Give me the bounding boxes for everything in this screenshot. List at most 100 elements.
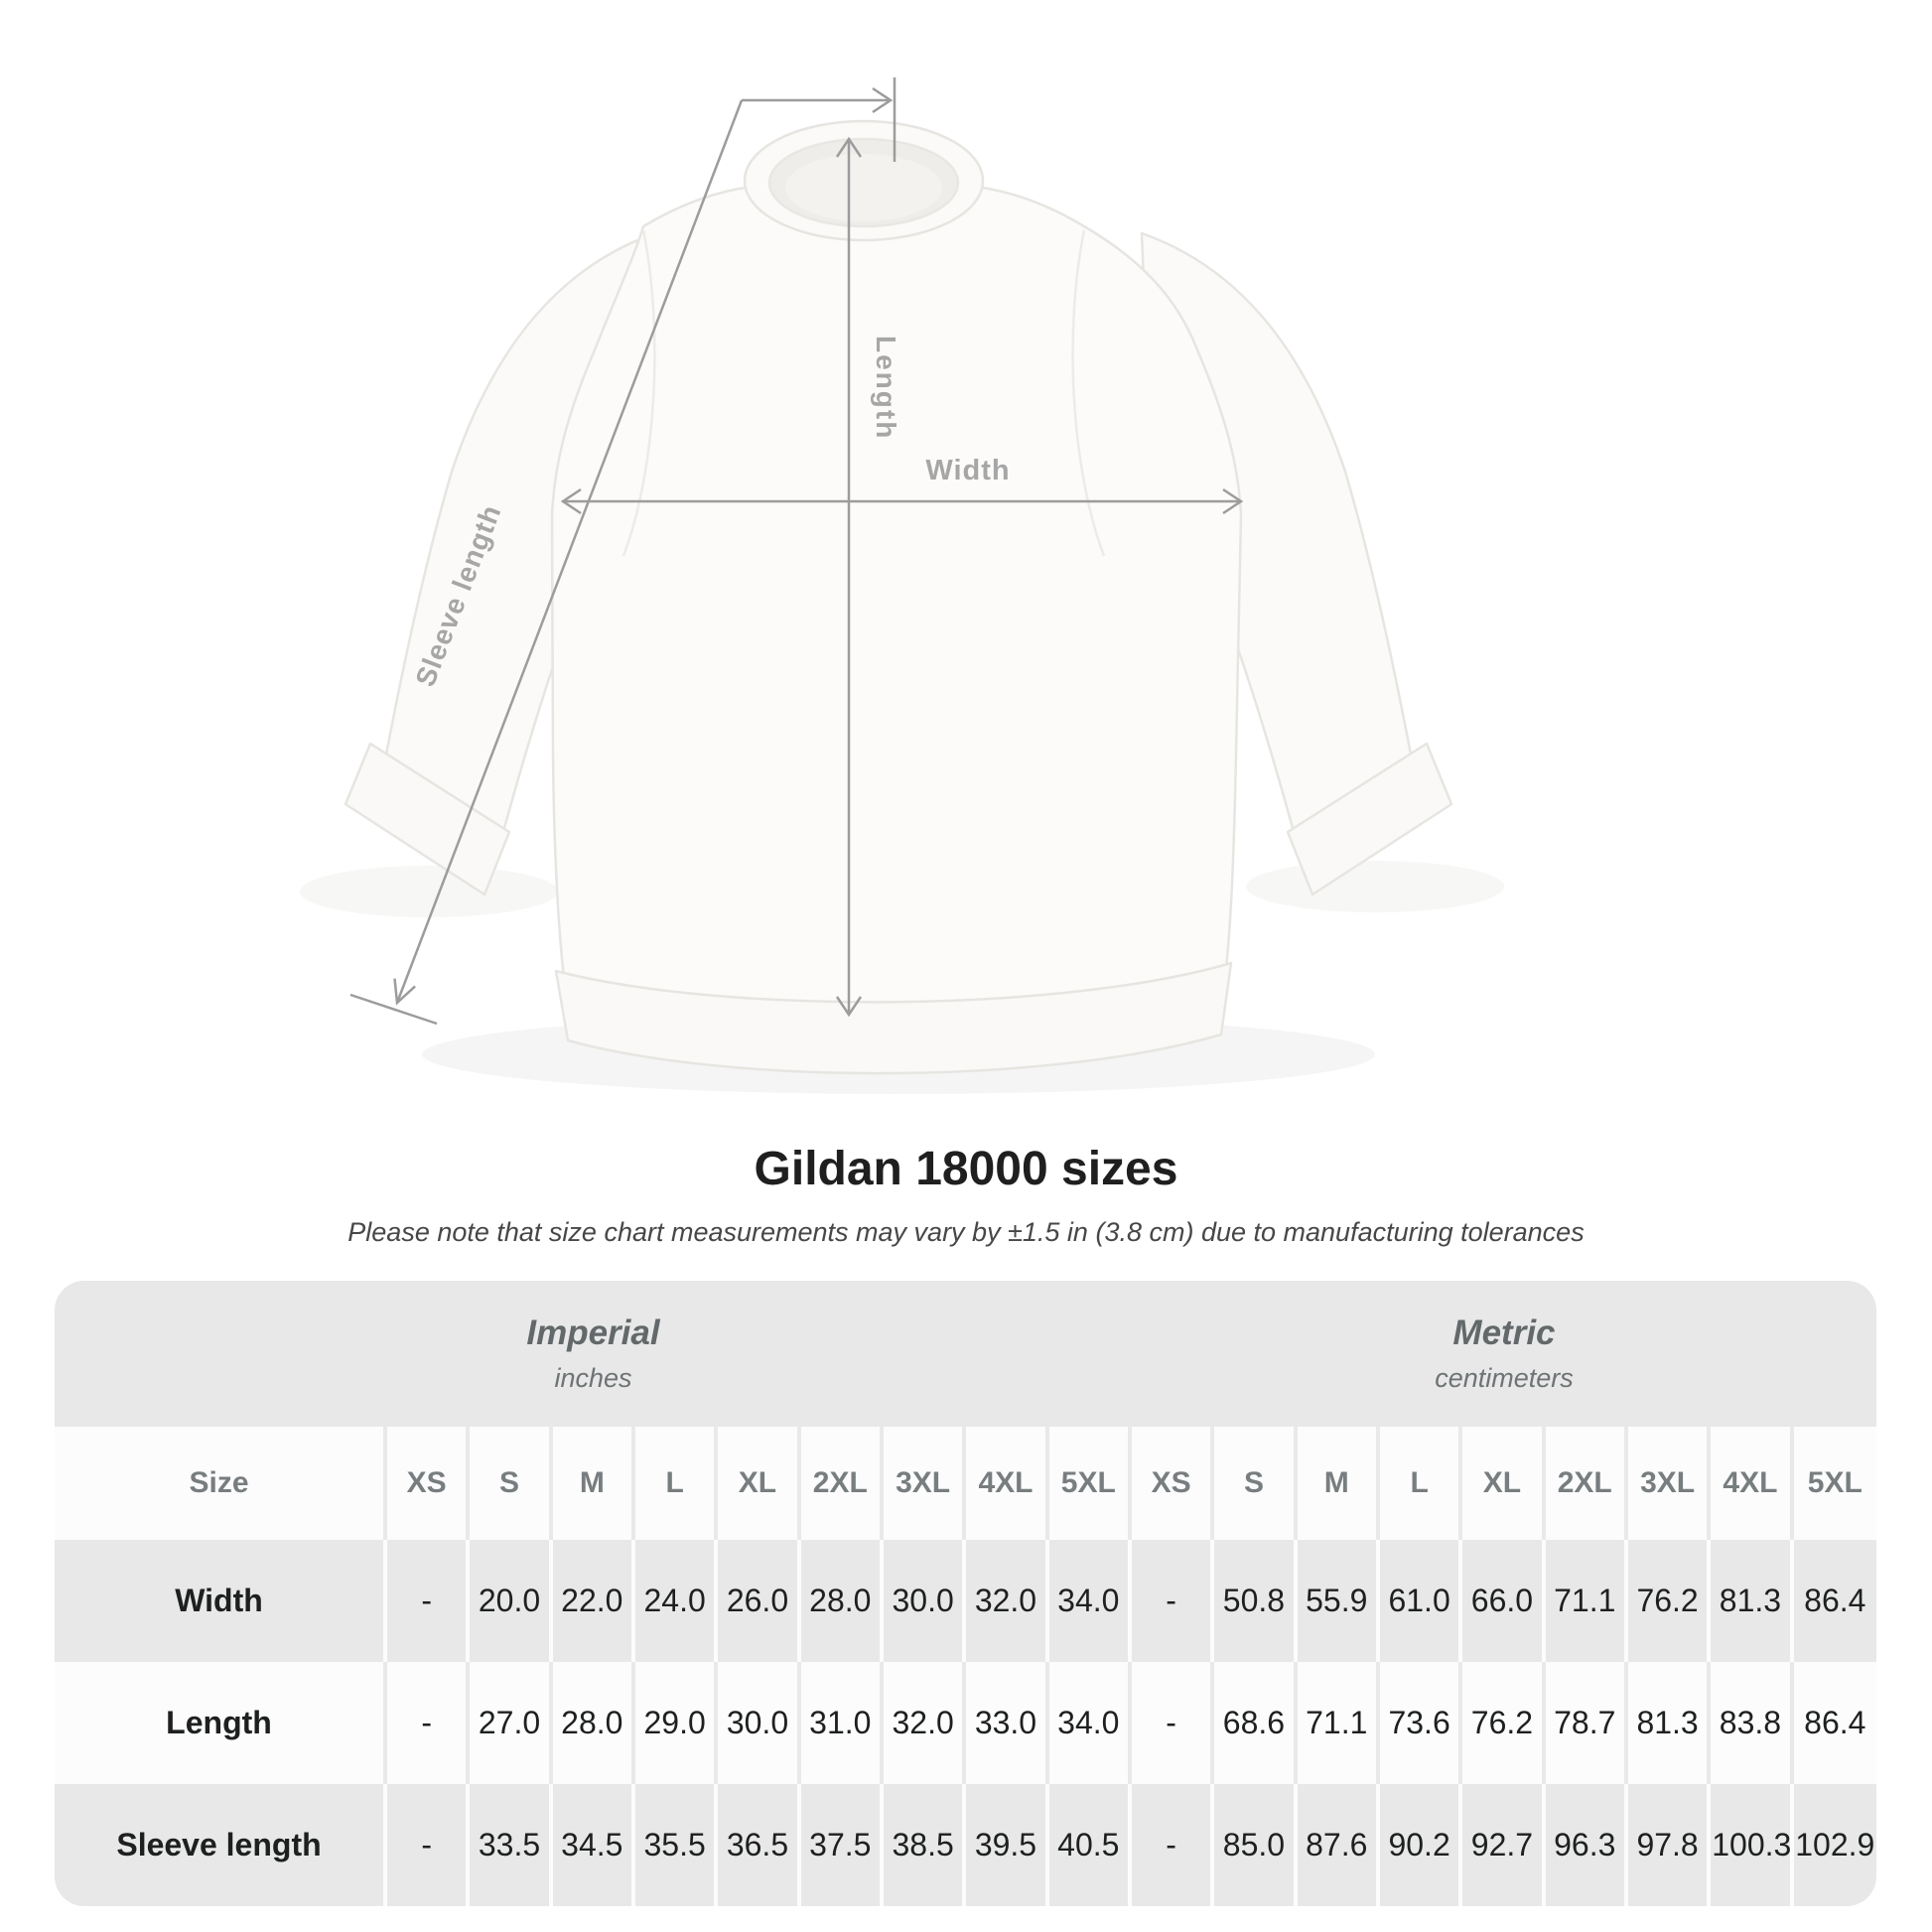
size-header-imperial-5xl: 5XL	[1048, 1427, 1132, 1540]
value-cell: 37.5	[800, 1784, 884, 1906]
collar-opening	[785, 154, 942, 221]
value-cell: 34.0	[1048, 1662, 1132, 1784]
value-cell: 39.5	[966, 1784, 1049, 1906]
value-cell: -	[387, 1784, 471, 1906]
size-table-container: Imperial inches Metric centimeters Size XS S M L…	[55, 1281, 1876, 1906]
value-cell: 68.6	[1214, 1662, 1298, 1784]
width-measure-label: Width	[925, 455, 1011, 486]
sleeve-length-arrow	[349, 77, 897, 1026]
size-header-metric-s: S	[1214, 1427, 1298, 1540]
value-cell: 81.3	[1627, 1662, 1712, 1784]
value-cell: 102.9	[1793, 1784, 1876, 1906]
right-armhole-seam	[1071, 229, 1106, 557]
value-cell: -	[1131, 1662, 1215, 1784]
value-cell: 30.0	[883, 1540, 967, 1662]
value-cell: 100.3	[1711, 1784, 1794, 1906]
value-cell: 71.1	[1545, 1540, 1628, 1662]
value-cell: 40.5	[1048, 1784, 1132, 1906]
row-label-cell: Sleeve length	[55, 1784, 387, 1906]
value-cell: 86.4	[1793, 1540, 1876, 1662]
size-header-imperial-4xl: 4XL	[966, 1427, 1049, 1540]
size-header-metric-4xl: 4XL	[1711, 1427, 1794, 1540]
value-cell: 24.0	[634, 1540, 719, 1662]
size-header-imperial-m: M	[552, 1427, 635, 1540]
value-cell: 87.6	[1297, 1784, 1380, 1906]
value-cell: 30.0	[718, 1662, 801, 1784]
value-cell: 96.3	[1545, 1784, 1628, 1906]
size-header-imperial-xs: XS	[387, 1427, 471, 1540]
length-measure-label: Length	[871, 336, 901, 441]
waistband	[554, 961, 1233, 1075]
section-header-imperial: Imperial inches	[55, 1281, 1132, 1427]
value-cell: 78.7	[1545, 1662, 1628, 1784]
length-arrow	[835, 136, 863, 1018]
value-cell: 31.0	[800, 1662, 884, 1784]
size-header-metric-3xl: 3XL	[1627, 1427, 1712, 1540]
size-header-metric-xs: XS	[1131, 1427, 1215, 1540]
value-cell: 38.5	[883, 1784, 967, 1906]
table-row-width: Width -20.0 22.0 24.0 26.0 28.0 30.0 32.0 34.0-5…	[55, 1540, 1876, 1662]
value-cell: 50.8	[1214, 1540, 1298, 1662]
size-header-imperial-s: S	[470, 1427, 553, 1540]
size-diagram: Length Width Sleeve length	[344, 77, 1453, 1094]
size-header-imperial-2xl: 2XL	[800, 1427, 884, 1540]
value-cell: 20.0	[470, 1540, 553, 1662]
value-cell: 66.0	[1462, 1540, 1546, 1662]
value-cell: 26.0	[718, 1540, 801, 1662]
value-cell: -	[387, 1540, 471, 1662]
value-cell: 90.2	[1379, 1784, 1463, 1906]
body	[550, 185, 1243, 1008]
value-cell: 55.9	[1297, 1540, 1380, 1662]
size-table: Imperial inches Metric centimeters Size XS S M L…	[55, 1281, 1876, 1906]
value-cell: 76.2	[1627, 1540, 1712, 1662]
value-cell: -	[1131, 1784, 1215, 1906]
value-cell: 36.5	[718, 1784, 801, 1906]
size-header-metric-xl: XL	[1462, 1427, 1546, 1540]
value-cell: 76.2	[1462, 1662, 1546, 1784]
table-row-length: Length -27.0 28.0 29.0 30.0 31.0 32.0 33.0 34.0-…	[55, 1662, 1876, 1784]
row-label-cell: Length	[55, 1662, 387, 1784]
right-cuff	[1286, 742, 1453, 897]
width-arrow	[560, 487, 1244, 515]
garment-illustration	[344, 77, 1453, 1094]
row-label-cell: Width	[55, 1540, 387, 1662]
size-header-metric-5xl: 5XL	[1793, 1427, 1876, 1540]
value-cell: 81.3	[1711, 1540, 1794, 1662]
value-cell: -	[387, 1662, 471, 1784]
sleeve-end-tick	[349, 993, 438, 1026]
value-cell: 28.0	[552, 1662, 635, 1784]
size-header-metric-2xl: 2XL	[1545, 1427, 1628, 1540]
size-header-imperial-xl: XL	[718, 1427, 801, 1540]
value-cell: 61.0	[1379, 1540, 1463, 1662]
sweatshirt	[344, 119, 1453, 1075]
value-cell: 32.0	[966, 1540, 1049, 1662]
value-cell: 86.4	[1793, 1662, 1876, 1784]
left-armhole-seam	[621, 229, 656, 557]
size-header-metric-l: L	[1379, 1427, 1463, 1540]
value-cell: 83.8	[1711, 1662, 1794, 1784]
value-cell: 33.5	[470, 1784, 553, 1906]
value-cell: 35.5	[634, 1784, 719, 1906]
value-cell: 33.0	[966, 1662, 1049, 1784]
value-cell: 85.0	[1214, 1784, 1298, 1906]
value-cell: 92.7	[1462, 1784, 1546, 1906]
value-cell: 27.0	[470, 1662, 553, 1784]
table-row-sleeve-length: Sleeve length -33.5 34.5 35.5 36.5 37.5 38.5 39…	[55, 1784, 1876, 1906]
value-cell: 22.0	[552, 1540, 635, 1662]
value-cell: 32.0	[883, 1662, 967, 1784]
value-cell: 34.0	[1048, 1540, 1132, 1662]
size-header-metric-m: M	[1297, 1427, 1380, 1540]
value-cell: 73.6	[1379, 1662, 1463, 1784]
size-header-imperial-3xl: 3XL	[883, 1427, 967, 1540]
size-column-header: Size	[55, 1427, 387, 1540]
section-header-metric: Metric centimeters	[1131, 1281, 1876, 1427]
value-cell: 97.8	[1627, 1784, 1712, 1906]
value-cell: -	[1131, 1540, 1215, 1662]
value-cell: 34.5	[552, 1784, 635, 1906]
left-cuff	[344, 742, 511, 897]
size-header-imperial-l: L	[634, 1427, 719, 1540]
page-title: Gildan 18000 sizes	[754, 1143, 1178, 1195]
value-cell: 29.0	[634, 1662, 719, 1784]
tolerance-note: Please note that size chart measurements…	[347, 1217, 1585, 1247]
